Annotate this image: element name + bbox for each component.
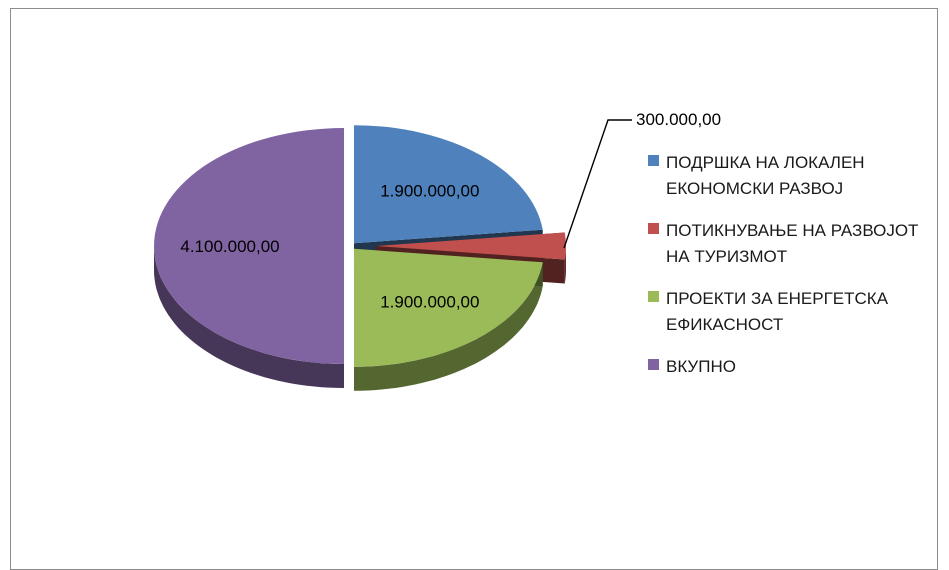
legend-item: ПОТИКНУВАЊЕ НА РАЗВОЈОТ НА ТУРИЗМОТ [648,218,948,270]
legend-swatch [648,359,659,370]
pie-slice-side [154,246,344,388]
pie-slice-side [354,262,543,391]
pie-slice-side [564,246,566,284]
legend-label: ПРОЕКТИ ЗА ЕНЕРГЕТСКА ЕФИКАСНОСТ [666,289,889,334]
data-label: 1.900.000,00 [380,181,479,200]
legend-label: ПОДРШКА НА ЛОКАЛЕН ЕКОНОМСКИ РАЗВОЈ [666,153,865,198]
data-label: 300.000,00 [636,110,721,129]
legend-item: ПРОЕКТИ ЗА ЕНЕРГЕТСКА ЕФИКАСНОСТ [648,286,948,338]
legend: ПОДРШКА НА ЛОКАЛЕН ЕКОНОМСКИ РАЗВОЈ ПОТИ… [648,150,948,396]
pie-slice [154,128,344,388]
legend-item: ВКУПНО [648,354,948,380]
data-label: 4.100.000,00 [180,237,279,256]
leader-line [563,119,632,249]
pie-slice-top [154,128,344,364]
legend-swatch [648,223,659,234]
legend-label: ВКУПНО [666,357,736,376]
legend-item: ПОДРШКА НА ЛОКАЛЕН ЕКОНОМСКИ РАЗВОЈ [648,150,948,202]
legend-swatch [648,291,659,302]
pie-slice [353,248,543,391]
pie-slice-top [353,125,543,244]
legend-label: ПОТИКНУВАЊЕ НА РАЗВОЈОТ НА ТУРИЗМОТ [666,221,919,266]
pie-slice-top [353,248,543,367]
data-label: 1.900.000,00 [380,293,479,312]
legend-swatch [648,155,659,166]
pie-slice-top [376,232,567,260]
pie-chart: 1.900.000,00 300.000,00 1.900.000,00 4.100.… [154,110,721,391]
